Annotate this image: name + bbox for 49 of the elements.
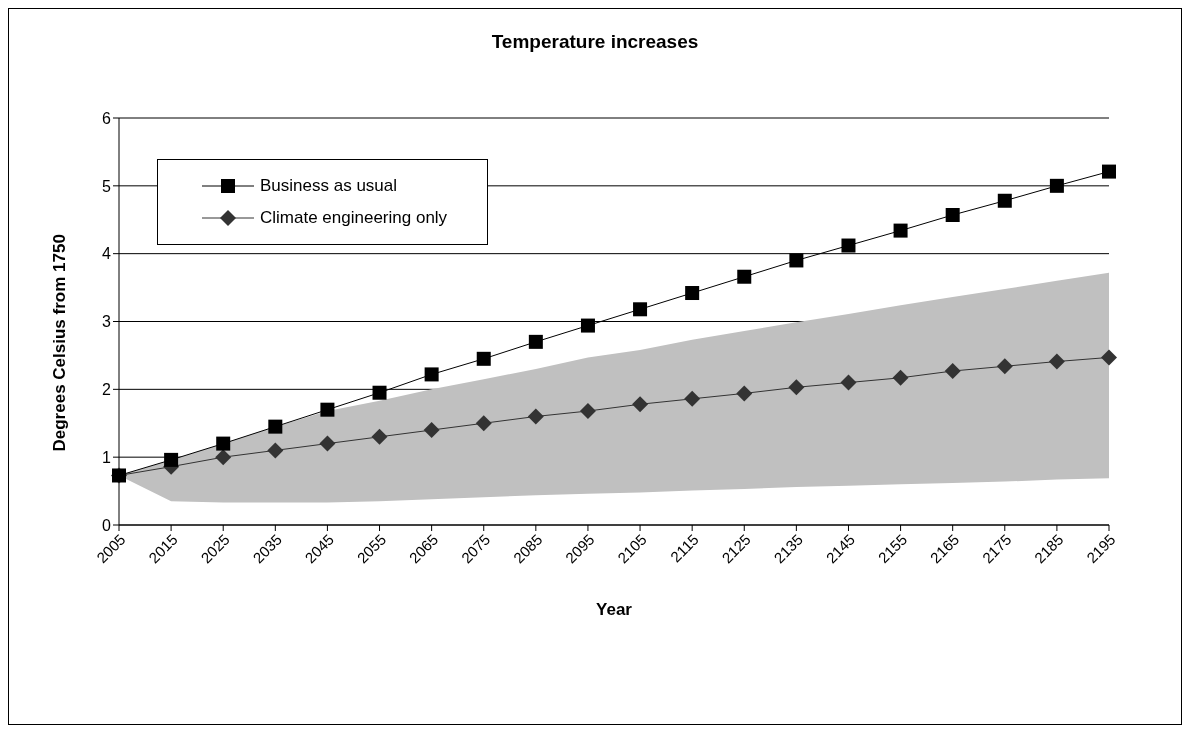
legend-label: Business as usual bbox=[260, 176, 398, 196]
x-axis-title: Year bbox=[596, 600, 633, 619]
y-tick-label: 3 bbox=[102, 313, 112, 331]
y-tick-label: 6 bbox=[102, 109, 112, 127]
point bbox=[372, 385, 387, 400]
point bbox=[996, 358, 1013, 375]
y-tick-label: 0 bbox=[102, 516, 112, 534]
point bbox=[215, 449, 232, 466]
point bbox=[893, 223, 908, 238]
y-tick-label: 4 bbox=[102, 245, 112, 263]
point bbox=[320, 402, 335, 417]
point bbox=[1101, 349, 1117, 366]
point bbox=[840, 374, 857, 391]
point bbox=[268, 419, 283, 434]
point bbox=[1048, 353, 1065, 370]
y-tick-label: 1 bbox=[102, 448, 112, 466]
point bbox=[424, 367, 439, 382]
point bbox=[633, 302, 648, 317]
point bbox=[528, 334, 543, 349]
point bbox=[737, 269, 752, 284]
point bbox=[632, 396, 649, 413]
point bbox=[892, 369, 909, 386]
point bbox=[789, 253, 804, 268]
point bbox=[1102, 164, 1116, 179]
point bbox=[736, 385, 753, 402]
y-tick-label: 2 bbox=[102, 381, 112, 399]
point bbox=[423, 422, 440, 439]
y-axis-title: Degrees Celsius from 1750 bbox=[50, 234, 70, 452]
point bbox=[319, 435, 336, 452]
point bbox=[216, 436, 231, 451]
chart-title: Temperature increases bbox=[490, 31, 700, 53]
point bbox=[684, 390, 701, 407]
point bbox=[944, 363, 961, 380]
point bbox=[1049, 178, 1064, 193]
point bbox=[164, 452, 179, 467]
legend-label: Climate engineering only bbox=[260, 208, 448, 228]
point bbox=[371, 428, 388, 445]
point bbox=[685, 286, 700, 301]
point bbox=[997, 193, 1012, 208]
point bbox=[788, 379, 805, 396]
point bbox=[945, 208, 960, 222]
point bbox=[579, 403, 596, 420]
point bbox=[476, 351, 491, 366]
point bbox=[580, 318, 595, 333]
point bbox=[475, 415, 492, 432]
point bbox=[841, 238, 856, 253]
y-tick-label: 5 bbox=[102, 177, 112, 195]
point bbox=[267, 442, 284, 459]
point bbox=[527, 408, 544, 425]
